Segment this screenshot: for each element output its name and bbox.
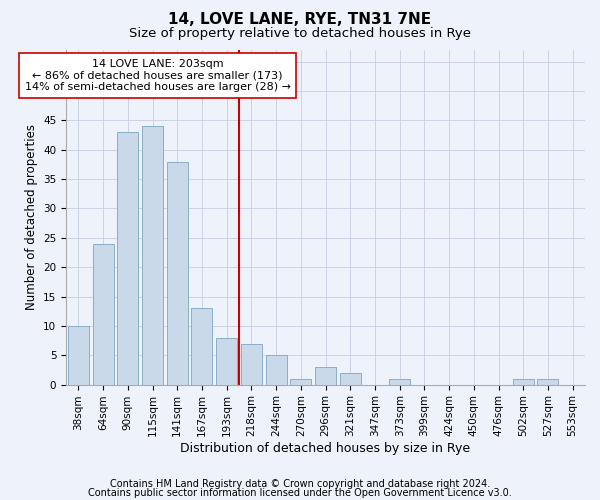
Text: 14 LOVE LANE: 203sqm
← 86% of detached houses are smaller (173)
14% of semi-deta: 14 LOVE LANE: 203sqm ← 86% of detached h…	[25, 59, 290, 92]
Bar	[538, 378, 559, 384]
Bar	[389, 378, 410, 384]
Bar	[191, 308, 212, 384]
Bar	[315, 367, 336, 384]
Bar	[68, 326, 89, 384]
Bar	[340, 373, 361, 384]
Bar	[216, 338, 237, 384]
Bar	[142, 126, 163, 384]
Bar	[118, 132, 139, 384]
Text: Contains public sector information licensed under the Open Government Licence v3: Contains public sector information licen…	[88, 488, 512, 498]
Bar	[167, 162, 188, 384]
Bar	[92, 244, 113, 384]
Text: Contains HM Land Registry data © Crown copyright and database right 2024.: Contains HM Land Registry data © Crown c…	[110, 479, 490, 489]
Text: Size of property relative to detached houses in Rye: Size of property relative to detached ho…	[129, 28, 471, 40]
X-axis label: Distribution of detached houses by size in Rye: Distribution of detached houses by size …	[181, 442, 470, 455]
Bar	[513, 378, 534, 384]
Bar	[241, 344, 262, 384]
Bar	[290, 378, 311, 384]
Text: 14, LOVE LANE, RYE, TN31 7NE: 14, LOVE LANE, RYE, TN31 7NE	[169, 12, 431, 28]
Bar	[266, 355, 287, 384]
Y-axis label: Number of detached properties: Number of detached properties	[25, 124, 38, 310]
